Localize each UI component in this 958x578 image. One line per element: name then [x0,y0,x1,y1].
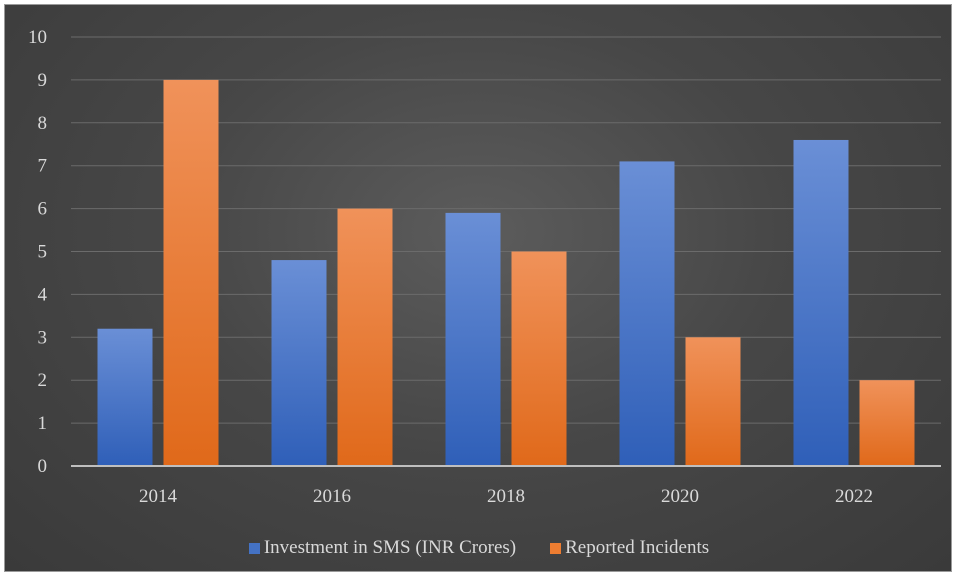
bar-incidents-2016 [338,209,393,466]
legend-swatch-investment [249,543,260,554]
bar-investment-2020 [620,161,675,466]
bar-incidents-2020 [686,337,741,466]
bar-chart: 0 1 2 3 4 5 6 7 8 9 10 2014 2016 2018 2020 2022 [5,5,953,573]
legend-item-investment: Investment in SMS (INR Crores) [249,537,516,559]
y-tick-label: 4 [38,284,48,305]
bar-incidents-2018 [512,252,567,467]
y-tick-label: 3 [38,327,48,348]
legend-label-investment: Investment in SMS (INR Crores) [264,537,516,559]
y-axis-ticks: 0 1 2 3 4 5 6 7 8 9 10 [28,27,48,477]
y-tick-label: 8 [38,113,48,134]
y-tick-label: 2 [38,370,48,391]
x-tick-label: 2022 [835,486,873,507]
y-tick-label: 1 [38,413,48,434]
y-tick-label: 10 [28,27,47,48]
chart-area: 0 1 2 3 4 5 6 7 8 9 10 2014 2016 2018 2020 2022 Invest… [4,4,952,572]
legend-label-incidents: Reported Incidents [565,537,709,559]
bars [98,80,915,466]
y-tick-label: 5 [38,242,48,263]
x-axis-ticks: 2014 2016 2018 2020 2022 [139,486,873,507]
bar-incidents-2014 [164,80,219,466]
y-tick-label: 6 [38,199,48,220]
y-tick-label: 7 [38,156,48,177]
x-tick-label: 2020 [661,486,699,507]
legend-item-incidents: Reported Incidents [550,537,709,559]
legend: Investment in SMS (INR Crores) Reported … [5,537,953,559]
bar-investment-2018 [446,213,501,466]
bar-incidents-2022 [860,380,915,466]
y-tick-label: 9 [38,70,48,91]
bar-investment-2016 [272,260,327,466]
x-tick-label: 2018 [487,486,525,507]
bar-investment-2022 [794,140,849,466]
x-tick-label: 2014 [139,486,178,507]
bar-investment-2014 [98,329,153,466]
legend-swatch-incidents [550,543,561,554]
y-tick-label: 0 [38,456,48,477]
x-tick-label: 2016 [313,486,351,507]
